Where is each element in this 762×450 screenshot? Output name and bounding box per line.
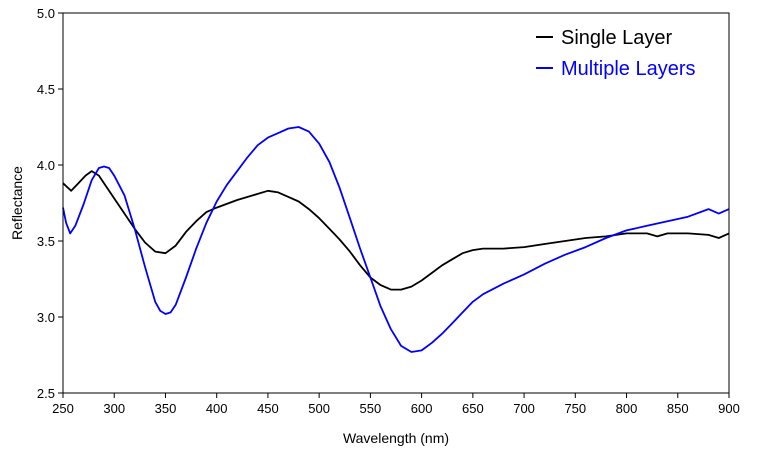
x-tick-label: 850 — [667, 401, 689, 416]
x-tick-label: 700 — [513, 401, 535, 416]
y-tick-label: 5.0 — [37, 6, 55, 21]
y-tick-label: 2.5 — [37, 386, 55, 401]
x-tick-label: 350 — [155, 401, 177, 416]
series-layer — [62, 126, 730, 353]
legend-label-single-layer: Single Layer — [561, 27, 673, 49]
x-tick-label: 550 — [360, 401, 382, 416]
x-tick-label: 450 — [257, 401, 279, 416]
x-tick-label: 400 — [206, 401, 228, 416]
y-tick-label: 4.5 — [37, 82, 55, 97]
x-axis-label: Wavelength (nm) — [343, 430, 449, 446]
x-tick-label: 500 — [308, 401, 330, 416]
y-tick-label: 3.0 — [37, 310, 55, 325]
legend-label-multiple-layers: Multiple Layers — [561, 58, 696, 80]
x-tick-label: 650 — [462, 401, 484, 416]
x-tick-label: 750 — [564, 401, 586, 416]
x-tick-label: 600 — [411, 401, 433, 416]
x-tick-label: 800 — [616, 401, 638, 416]
plot-frame — [62, 12, 730, 394]
x-tick-label: 900 — [718, 401, 740, 416]
y-tick-label: 3.5 — [37, 234, 55, 249]
series-line-single-layer — [62, 170, 730, 291]
y-tick-label: 4.0 — [37, 158, 55, 173]
x-tick-label: 300 — [103, 401, 125, 416]
legend: Single Layer Multiple Layers — [536, 27, 696, 80]
x-tick-label: 250 — [52, 401, 74, 416]
y-axis-label: Reflectance — [9, 166, 25, 240]
ticks-layer: 250 300 350 400 450 500 550 600 650 700 750 800 850 9… — [37, 6, 740, 416]
series-line-multiple-layers — [62, 126, 730, 353]
